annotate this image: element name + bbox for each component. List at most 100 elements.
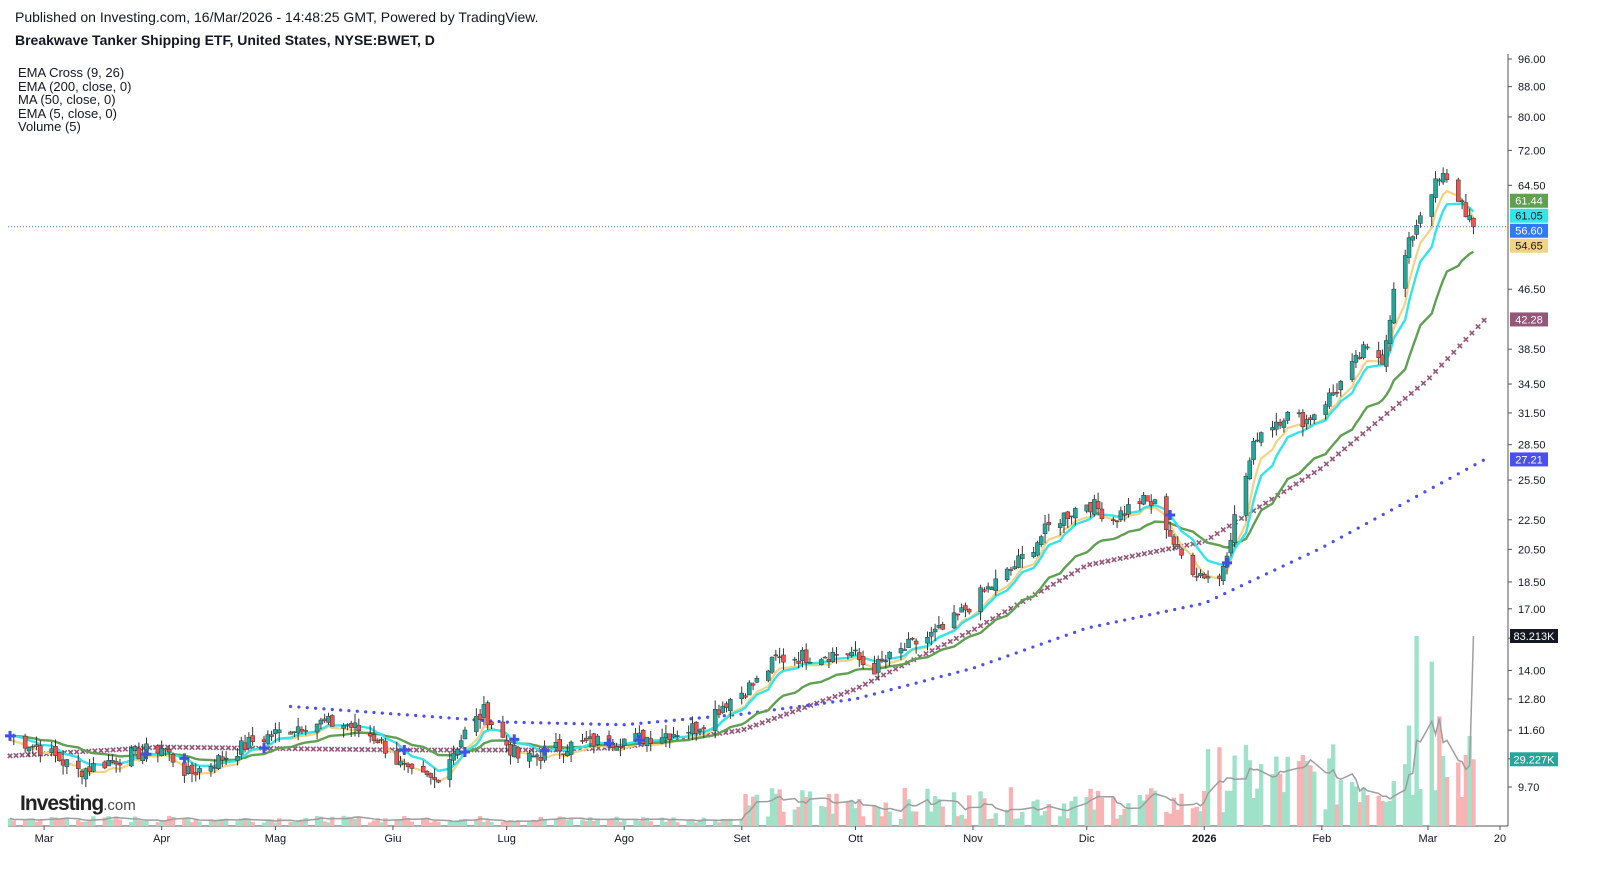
volume-bar — [659, 817, 665, 826]
volume-bar — [750, 796, 756, 826]
ema200-dot — [313, 706, 318, 710]
volume-bar — [1255, 788, 1260, 826]
legend-item-ema200[interactable]: EMA (200, close, 0) — [18, 78, 132, 94]
candle — [959, 603, 964, 613]
candle-body — [314, 723, 320, 733]
candle-body — [1361, 344, 1366, 359]
ema200-dot — [1123, 618, 1127, 622]
legend-item-volume[interactable]: Volume (5) — [18, 119, 81, 135]
candle — [1202, 572, 1207, 580]
candle — [614, 742, 619, 751]
legend-item-ema-cross[interactable]: EMA Cross (9, 26) — [18, 65, 125, 80]
ma50-marker — [1087, 561, 1093, 568]
candle — [170, 752, 176, 768]
price-label-box — [1510, 193, 1548, 208]
ma50-marker — [1438, 362, 1445, 368]
candle — [561, 753, 566, 764]
candle-body — [136, 747, 142, 760]
volume-bar — [879, 816, 885, 826]
volume-bar — [1232, 755, 1237, 826]
candle-body — [292, 731, 297, 733]
candle — [250, 726, 255, 746]
candle-body — [1391, 288, 1397, 324]
volume-bar — [216, 820, 221, 826]
ema200-dot — [1156, 611, 1160, 615]
y-tick-label: 34.50 — [1518, 379, 1546, 391]
volume-bar — [728, 818, 733, 826]
ema200-dot — [414, 713, 418, 718]
candle — [1258, 431, 1264, 447]
ma50-marker — [225, 745, 232, 751]
volume-bar — [1300, 755, 1306, 826]
volume-bar — [963, 818, 968, 826]
candle — [1467, 208, 1472, 223]
ma50-marker — [789, 709, 796, 715]
ema200-dot — [997, 657, 1002, 661]
candle-body — [1145, 495, 1150, 502]
candle-body — [348, 723, 354, 728]
volume-bar — [485, 820, 490, 826]
candle — [421, 760, 426, 773]
ma50-marker — [353, 746, 359, 753]
candle-body — [1444, 173, 1450, 180]
candle-body — [326, 716, 331, 723]
ema200-dot — [1098, 623, 1102, 627]
volume-bar — [113, 816, 119, 826]
candle-body — [1008, 569, 1014, 571]
volume-bar — [1114, 818, 1120, 826]
ma50-marker — [340, 746, 347, 753]
candle-body — [182, 762, 187, 776]
candle-body — [405, 763, 411, 768]
candle — [963, 602, 968, 618]
candle-body — [750, 683, 756, 686]
ma50-marker — [1396, 400, 1402, 407]
volume-bar — [38, 819, 43, 826]
ema200-dot — [964, 668, 968, 672]
ma50-marker — [729, 728, 735, 735]
candle — [318, 717, 324, 730]
ema200-dot — [347, 709, 351, 713]
ma50-marker — [1062, 574, 1069, 581]
volume-bar — [322, 821, 327, 826]
volume-bar — [982, 798, 987, 826]
ema200-dot — [305, 706, 309, 710]
x-tick-label: Apr — [153, 833, 170, 845]
symbol-title: Breakwave Tanker Shipping ETF, United St… — [15, 32, 435, 48]
price-label-box — [1510, 312, 1548, 327]
volume-bar — [640, 817, 646, 826]
candle-body — [197, 767, 202, 773]
y-tick-label: 17.00 — [1518, 604, 1546, 616]
candle — [966, 608, 972, 615]
ma50-marker — [328, 746, 335, 752]
candle-body — [1164, 496, 1169, 530]
volume-bar — [1175, 809, 1180, 826]
candle — [978, 584, 983, 621]
ma50-marker — [201, 744, 207, 751]
candle-body — [428, 773, 434, 778]
candle — [1031, 546, 1036, 559]
volume-bar — [424, 817, 430, 826]
volume-bar — [383, 818, 388, 826]
ma50-marker — [1093, 560, 1099, 567]
candle-body — [132, 746, 138, 751]
volume-bar — [686, 819, 691, 826]
candle — [693, 721, 699, 741]
volume-bar — [1384, 802, 1389, 826]
candle-body — [1069, 515, 1074, 518]
legend-item-ma50[interactable]: MA (50, close, 0) — [18, 92, 116, 108]
candle-body — [872, 663, 877, 675]
volume-bar — [1327, 758, 1332, 826]
volume-bar — [356, 816, 362, 826]
candle — [326, 712, 331, 725]
volume-bar — [155, 822, 161, 826]
ema200-dot — [389, 712, 393, 716]
volume-bar — [49, 816, 54, 826]
ema200-dot — [1348, 530, 1352, 535]
volume-bar — [690, 820, 695, 826]
ema200-dot — [1056, 636, 1060, 640]
candle-body — [383, 740, 388, 754]
candle-body — [1353, 354, 1359, 363]
legend-item-ema5[interactable]: EMA (5, close, 0) — [18, 105, 117, 121]
candle — [1084, 504, 1089, 514]
